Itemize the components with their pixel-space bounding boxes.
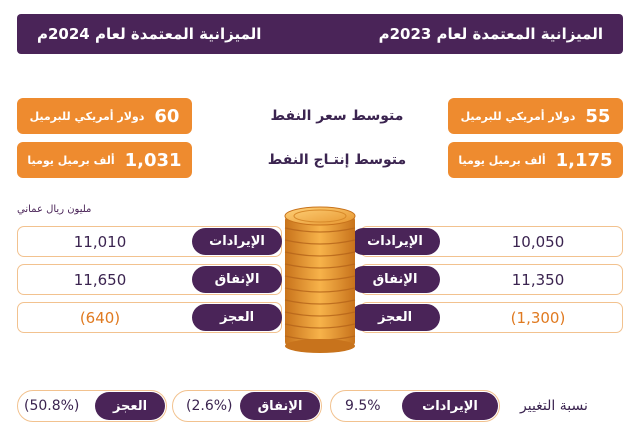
oil-price-2023-unit: دولار أمريكي للبرميل (460, 109, 576, 123)
deficit-2024-value: (640) (79, 309, 121, 327)
oil-production-2024-value: 1,031 (124, 149, 182, 171)
oil-price-2024-unit: دولار أمريكي للبرميل (29, 109, 145, 123)
revenue-2024-value: 11,010 (73, 233, 127, 251)
change-spending-value: (2.6%) (186, 398, 233, 414)
oil-price-2024-value: 60 (154, 105, 180, 127)
oil-production-2023: 1,175 ألف برميل يوميا (448, 142, 623, 178)
oil-production-2023-unit: ألف برميل يوميا (458, 153, 546, 167)
spending-2024-tag: الإنفاق (192, 266, 282, 293)
deficit-2023-tag: العجز (350, 304, 440, 331)
units-note: مليون ريال عماني (17, 204, 92, 215)
oil-price-label: متوسط سعر النفط (270, 108, 404, 124)
header-bar: الميزانية المعتمدة لعام 2024م الميزانية … (17, 14, 623, 54)
revenue-2023-value: 10,050 (511, 233, 565, 251)
coin-stack-body (284, 206, 356, 353)
change-title: نسبة التغيير (520, 398, 588, 414)
deficit-2024-tag: العجز (192, 304, 282, 331)
change-spending-tag: الإنفاق (240, 392, 320, 420)
oil-production-label: متوسط إنتـاج النفط (267, 152, 407, 168)
spending-2023-tag: الإنفاق (350, 266, 440, 293)
oil-production-2024: 1,031 ألف برميل يوميا (17, 142, 192, 178)
change-revenue-tag: الإيرادات (402, 392, 498, 420)
oil-price-2023-value: 55 (585, 105, 611, 127)
revenue-2024-tag: الإيرادات (192, 228, 282, 255)
spending-2023-value: 11,350 (511, 271, 565, 289)
deficit-2023-value: (1,300) (510, 309, 566, 327)
oil-production-2024-unit: ألف برميل يوميا (27, 153, 115, 167)
oil-price-2023: 55 دولار أمريكي للبرميل (448, 98, 623, 134)
spending-2024-value: 11,650 (73, 271, 127, 289)
change-deficit-value: (50.8%) (24, 398, 80, 414)
header-title-2024: الميزانية المعتمدة لعام 2024م (37, 25, 262, 43)
coin-stack-icon (284, 206, 356, 353)
oil-price-2024: 60 دولار أمريكي للبرميل (17, 98, 192, 134)
oil-production-2023-value: 1,175 (555, 149, 613, 171)
change-deficit-tag: العجز (95, 392, 165, 420)
revenue-2023-tag: الإيرادات (350, 228, 440, 255)
change-revenue-value: 9.5% (345, 398, 381, 414)
header-title-2023: الميزانية المعتمدة لعام 2023م (378, 25, 603, 43)
